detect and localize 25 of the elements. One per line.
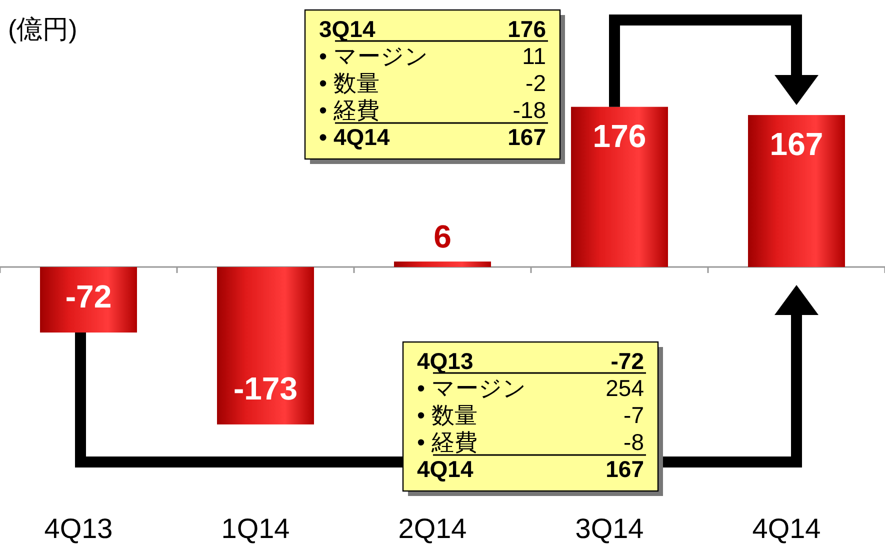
- data-label: -72: [65, 278, 112, 315]
- text: 4Q13 -72: [417, 348, 644, 374]
- x-tick-label: 2Q14: [398, 513, 467, 544]
- x-tick-label: 1Q14: [221, 513, 290, 544]
- bar: [394, 262, 491, 267]
- text: • 経費 -8: [417, 429, 644, 455]
- text: 4Q14 167: [417, 456, 644, 482]
- data-label: 6: [434, 218, 452, 255]
- text: • 数量 -2: [319, 70, 546, 96]
- x-tick-label: 4Q13: [44, 513, 113, 544]
- text: • 経費 -18: [319, 97, 546, 123]
- text: • 数量 -7: [417, 402, 644, 428]
- data-label: 176: [592, 118, 646, 154]
- data-label: -173: [233, 370, 298, 406]
- bar: [217, 267, 314, 424]
- text: • 4Q14 167: [319, 124, 546, 150]
- x-tick-label: 3Q14: [575, 513, 644, 544]
- y-axis-title: (億円): [8, 14, 78, 44]
- data-label: 167: [770, 126, 824, 162]
- bar: [748, 115, 845, 267]
- x-tick-label: 4Q14: [752, 513, 821, 544]
- text: • マージン 11: [319, 43, 546, 69]
- text: • マージン 254: [417, 375, 644, 401]
- text: 3Q14 176: [319, 16, 546, 42]
- bar: [40, 267, 137, 333]
